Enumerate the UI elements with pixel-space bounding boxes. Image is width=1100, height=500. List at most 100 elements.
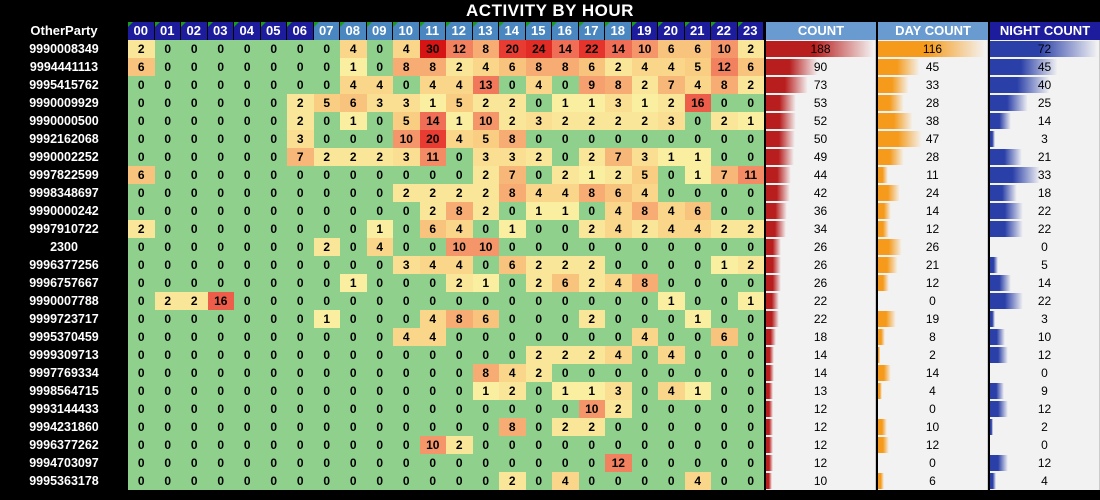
- hour-cell[interactable]: 6: [605, 184, 632, 202]
- hour-cell[interactable]: 10: [472, 112, 499, 130]
- hour-cell[interactable]: 3: [499, 148, 526, 166]
- hour-cell[interactable]: 0: [393, 346, 420, 364]
- hour-cell[interactable]: 0: [234, 472, 261, 490]
- hour-cell[interactable]: 2: [552, 112, 579, 130]
- hour-cell[interactable]: 0: [234, 364, 261, 382]
- hour-cell[interactable]: 0: [605, 418, 632, 436]
- hour-cell[interactable]: 4: [552, 184, 579, 202]
- hour-cell[interactable]: 0: [287, 346, 314, 364]
- hour-cell[interactable]: 16: [684, 94, 711, 112]
- hour-cell[interactable]: 0: [181, 400, 208, 418]
- hour-cell[interactable]: 0: [154, 184, 181, 202]
- hour-cell[interactable]: 1: [340, 274, 367, 292]
- hour-cell[interactable]: 2: [154, 292, 181, 310]
- hour-cell[interactable]: 0: [711, 238, 738, 256]
- hour-cell[interactable]: 0: [393, 472, 420, 490]
- hour-cell[interactable]: 2: [631, 112, 658, 130]
- hour-cell[interactable]: 0: [313, 328, 340, 346]
- hour-cell[interactable]: 0: [737, 274, 764, 292]
- hour-cell[interactable]: 0: [578, 328, 605, 346]
- hour-cell[interactable]: 0: [340, 130, 367, 148]
- hour-cell[interactable]: 2: [552, 166, 579, 184]
- hour-cell[interactable]: 0: [340, 382, 367, 400]
- hour-cell[interactable]: 1: [578, 94, 605, 112]
- hour-cell[interactable]: 0: [181, 346, 208, 364]
- hour-cell[interactable]: 4: [631, 184, 658, 202]
- hour-cell[interactable]: 0: [128, 328, 155, 346]
- hour-cell[interactable]: 4: [658, 220, 685, 238]
- hour-cell[interactable]: 0: [234, 166, 261, 184]
- hour-cell[interactable]: 2: [578, 274, 605, 292]
- header-count-count[interactable]: COUNT: [766, 22, 876, 40]
- hour-cell[interactable]: 0: [340, 472, 367, 490]
- hour-cell[interactable]: 0: [287, 184, 314, 202]
- hour-cell[interactable]: 0: [366, 58, 393, 76]
- hour-cell[interactable]: 3: [366, 94, 393, 112]
- hour-cell[interactable]: 7: [605, 148, 632, 166]
- hour-cell[interactable]: 1: [525, 202, 552, 220]
- hour-cell[interactable]: 0: [393, 310, 420, 328]
- hour-cell[interactable]: 0: [419, 274, 446, 292]
- hour-cell[interactable]: 2: [658, 94, 685, 112]
- hour-cell[interactable]: 0: [658, 256, 685, 274]
- hour-cell[interactable]: 0: [499, 202, 526, 220]
- hour-cell[interactable]: 0: [234, 238, 261, 256]
- hour-cell[interactable]: 0: [737, 454, 764, 472]
- hour-cell[interactable]: 2: [552, 418, 579, 436]
- hour-cell[interactable]: 0: [154, 382, 181, 400]
- hour-cell[interactable]: 30: [419, 40, 446, 58]
- hour-cell[interactable]: 0: [207, 166, 234, 184]
- hour-cell[interactable]: 0: [472, 346, 499, 364]
- hour-cell[interactable]: 8: [578, 184, 605, 202]
- hour-cell[interactable]: 1: [684, 382, 711, 400]
- hour-cell[interactable]: 0: [313, 184, 340, 202]
- hour-cell[interactable]: 0: [234, 94, 261, 112]
- hour-cell[interactable]: 0: [552, 400, 579, 418]
- hour-cell[interactable]: 7: [711, 166, 738, 184]
- hour-cell[interactable]: 0: [260, 94, 287, 112]
- hour-cell[interactable]: 0: [154, 454, 181, 472]
- hour-cell[interactable]: 0: [552, 364, 579, 382]
- hour-cell[interactable]: 0: [737, 148, 764, 166]
- hour-cell[interactable]: 2: [128, 220, 155, 238]
- hour-cell[interactable]: 0: [234, 58, 261, 76]
- hour-cell[interactable]: 0: [154, 328, 181, 346]
- hour-cell[interactable]: 0: [340, 364, 367, 382]
- hour-cell[interactable]: 0: [313, 418, 340, 436]
- hour-cell[interactable]: 0: [525, 472, 552, 490]
- hour-cell[interactable]: 0: [711, 364, 738, 382]
- hour-cell[interactable]: 0: [366, 400, 393, 418]
- hour-cell[interactable]: 0: [446, 382, 473, 400]
- hour-cell[interactable]: 0: [366, 328, 393, 346]
- otherparty-cell[interactable]: 9997769334: [29, 366, 99, 380]
- hour-cell[interactable]: 0: [154, 202, 181, 220]
- hour-cell[interactable]: 0: [260, 58, 287, 76]
- header-night-count[interactable]: NIGHT COUNT: [990, 22, 1100, 40]
- hour-cell[interactable]: 0: [154, 346, 181, 364]
- hour-cell[interactable]: 0: [154, 58, 181, 76]
- hour-cell[interactable]: 0: [499, 238, 526, 256]
- hour-cell[interactable]: 0: [525, 328, 552, 346]
- hour-cell[interactable]: 0: [419, 238, 446, 256]
- hour-cell[interactable]: 0: [499, 400, 526, 418]
- hour-cell[interactable]: 0: [207, 328, 234, 346]
- hour-cell[interactable]: 6: [128, 58, 155, 76]
- hour-cell[interactable]: 4: [631, 58, 658, 76]
- hour-cell[interactable]: 1: [578, 166, 605, 184]
- hour-cell[interactable]: 0: [578, 364, 605, 382]
- hour-cell[interactable]: 10: [446, 238, 473, 256]
- hour-cell[interactable]: 4: [446, 130, 473, 148]
- hour-cell[interactable]: 4: [446, 256, 473, 274]
- hour-cell[interactable]: 4: [366, 238, 393, 256]
- hour-cell[interactable]: 8: [446, 310, 473, 328]
- hour-cell[interactable]: 8: [472, 364, 499, 382]
- hour-cell[interactable]: 0: [313, 472, 340, 490]
- hour-cell[interactable]: 0: [234, 112, 261, 130]
- hour-cell[interactable]: 10: [419, 436, 446, 454]
- hour-cell[interactable]: 0: [446, 346, 473, 364]
- hour-cell[interactable]: 2: [711, 112, 738, 130]
- hour-cell[interactable]: 4: [658, 58, 685, 76]
- hour-cell[interactable]: 0: [260, 328, 287, 346]
- hour-cell[interactable]: 0: [287, 166, 314, 184]
- hour-cell[interactable]: 0: [154, 436, 181, 454]
